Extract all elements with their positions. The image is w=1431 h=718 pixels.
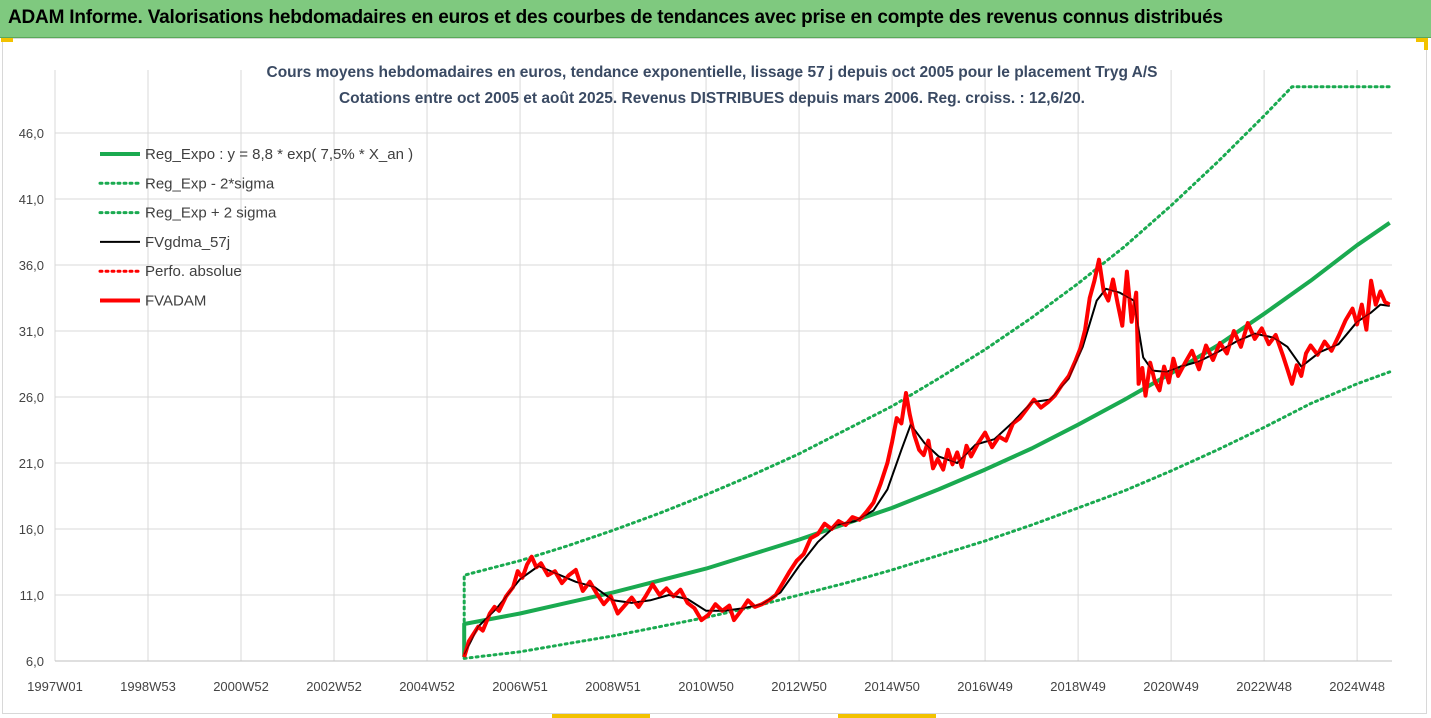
x-axis-ticks: 1997W01 1998W53 2000W52 2002W52 2004W52 2006W…: [27, 679, 1385, 694]
x-tick-label: 2012W50: [771, 679, 827, 694]
legend-label: FVgdma_57j: [145, 234, 230, 251]
y-tick-label: 11,0: [20, 588, 44, 603]
x-tick-label: 1997W01: [27, 679, 83, 694]
accent-corner-top-right: [1416, 38, 1428, 42]
accent-corner-top-left: [1, 38, 13, 42]
chart-frame: [2, 38, 1427, 714]
x-tick-label: 2018W49: [1050, 679, 1106, 694]
legend: Reg_Expo : y = 8,8 * exp( 7,5% * X_an ) R…: [98, 146, 413, 310]
upper-band-line: [462, 85, 1392, 659]
x-tick-label: 2014W50: [864, 679, 920, 694]
x-tick-label: 1998W53: [120, 679, 176, 694]
legend-label: Reg_Expo : y = 8,8 * exp( 7,5% * X_an ): [145, 146, 413, 163]
y-tick-label: 36,0: [19, 258, 44, 273]
x-tick-label: 2004W52: [399, 679, 455, 694]
lower-band-line: [462, 370, 1392, 660]
trend-line: [462, 221, 1391, 657]
x-tick-label: 2024W48: [1329, 679, 1385, 694]
chart-grid: [54, 70, 1392, 662]
y-tick-label: 21,0: [19, 456, 44, 471]
accent-corner-right: [1424, 38, 1428, 50]
y-axis-ticks: 6,0 11,0 16,0 21,0 26,0 31,0 36,0 41,0 46,0: [19, 126, 44, 669]
x-tick-label: 2000W52: [213, 679, 269, 694]
x-tick-label: 2020W49: [1143, 679, 1199, 694]
chart-title-line-1: Cours moyens hebdomadaires en euros, ten…: [267, 64, 1158, 81]
x-tick-label: 2006W51: [492, 679, 548, 694]
legend-label: Perfo. absolue: [145, 263, 242, 280]
y-tick-label: 31,0: [19, 324, 44, 339]
x-tick-label: 2022W48: [1236, 679, 1292, 694]
series-lines: [462, 85, 1392, 660]
chart-title-line-2: Cotations entre oct 2005 et août 2025. R…: [339, 90, 1085, 107]
y-tick-label: 6,0: [26, 654, 44, 669]
y-tick-label: 26,0: [19, 390, 44, 405]
x-tick-label: 2008W51: [585, 679, 641, 694]
legend-label: Reg_Exp + 2 sigma: [145, 205, 277, 222]
y-tick-label: 41,0: [19, 192, 44, 207]
report-title: ADAM Informe. Valorisations hebdomadaire…: [8, 7, 1223, 28]
accent-bar-bottom-left: [552, 714, 650, 718]
accent-bar-bottom-right: [838, 714, 936, 718]
y-tick-label: 46,0: [19, 126, 44, 141]
price-line: [462, 257, 1391, 658]
x-tick-label: 2016W49: [957, 679, 1013, 694]
report-header: ADAM Informe. Valorisations hebdomadaire…: [0, 0, 1431, 38]
legend-label: FVADAM: [145, 293, 206, 310]
x-tick-label: 2010W50: [678, 679, 734, 694]
x-tick-label: 2002W52: [306, 679, 362, 694]
y-tick-label: 16,0: [19, 522, 44, 537]
legend-label: Reg_Exp - 2*sigma: [145, 175, 275, 192]
smoothed-line-overlay: [463, 288, 1390, 655]
